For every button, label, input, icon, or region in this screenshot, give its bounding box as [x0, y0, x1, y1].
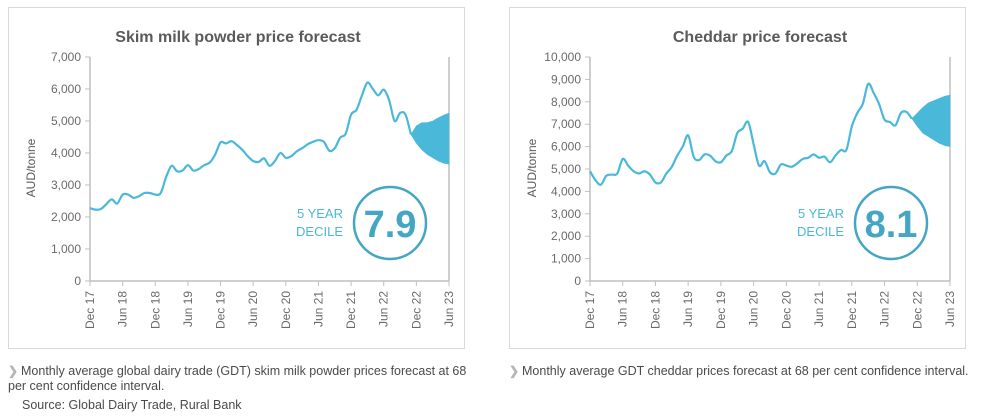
decile-value: 7.9 — [364, 204, 417, 246]
x-tick-label: Jun 19 — [681, 291, 695, 327]
chevron-right-icon: ❯ — [8, 364, 19, 378]
y-tick-label: 4,000 — [51, 146, 81, 160]
decile-circle — [853, 185, 929, 261]
decile-label-line1: 5 YEAR — [798, 206, 844, 221]
y-axis-ticks: 0 1,000 2,000 3,000 4,000 5,000 6,000 7,000 — [51, 50, 90, 288]
chevron-right-icon: ❯ — [509, 364, 520, 378]
x-tick-label: Dec 17 — [83, 291, 97, 329]
forecast-band-layer — [911, 94, 951, 147]
skim-milk-chart-panel: Skim milk powder price forecast AUD/tonn… — [8, 7, 465, 349]
x-tick-label: Dec 19 — [214, 291, 228, 329]
x-tick-label: Jun 22 — [878, 291, 892, 327]
decile-label-line2: DECILE — [797, 224, 844, 239]
y-tick-label: 5,000 — [551, 162, 581, 176]
cheddar-chart: Cheddar price forecast AUD/tonne 0 1,000 2… — [525, 29, 957, 329]
y-tick-label: 7,000 — [551, 117, 581, 131]
y-tick-label: 1,000 — [551, 252, 581, 266]
x-tick-label: Dec 18 — [148, 291, 162, 329]
x-tick-label: Jun 21 — [311, 291, 325, 327]
y-tick-label: 5,000 — [51, 114, 81, 128]
y-tick-label: 4,000 — [551, 184, 581, 198]
x-tick-label: Jun 19 — [181, 291, 195, 327]
decile-value: 8.1 — [865, 204, 918, 246]
price-line-layer — [589, 82, 913, 186]
x-tick-label: Dec 19 — [714, 291, 728, 329]
x-tick-label: Dec 18 — [648, 291, 662, 329]
price-line — [89, 81, 412, 211]
x-tick-label: Jun 18 — [116, 291, 130, 327]
y-tick-label: 1,000 — [51, 242, 81, 256]
cheddar-chart-panel: Cheddar price forecast AUD/tonne 0 1,000 2… — [509, 7, 966, 349]
y-tick-label: 3,000 — [551, 207, 581, 221]
y-tick-label: 10,000 — [544, 50, 581, 64]
y-axis-ticks: 0 1,000 2,000 3,000 4,000 5,000 6,000 7,000 8,00… — [544, 50, 590, 288]
x-tick-label: Jun 20 — [747, 291, 761, 327]
decile-circle — [352, 185, 428, 261]
x-tick-label: Jun 23 — [442, 291, 456, 327]
y-tick-label: 6,000 — [551, 140, 581, 154]
y-tick-label: 9,000 — [551, 72, 581, 86]
y-tick-label: 7,000 — [51, 50, 81, 64]
x-axis-ticks: Dec 17 Jun 18 Dec 18 Jun 19 Dec 19 Jun 20 Dec … — [83, 281, 456, 329]
x-tick-label: Dec 22 — [910, 291, 924, 329]
x-tick-label: Jun 21 — [812, 291, 826, 327]
axes — [89, 57, 450, 282]
skim-milk-caption: ❯ Monthly average global dairy trade (GDT… — [8, 364, 478, 413]
x-tick-label: Dec 21 — [344, 291, 358, 329]
decile-badge: 5 YEAR DECILE 8.1 — [797, 185, 929, 261]
decile-badge: 5 YEAR DECILE 7.9 — [296, 185, 428, 261]
source-note: Source: Global Dairy Trade, Rural Bank — [22, 398, 242, 412]
x-tick-label: Jun 20 — [246, 291, 260, 327]
forecast-band — [410, 112, 450, 165]
decile-label-line2: DECILE — [296, 224, 343, 239]
y-tick-label: 0 — [74, 274, 81, 288]
price-line — [589, 82, 913, 186]
y-tick-label: 2,000 — [551, 229, 581, 243]
chart-title: Cheddar price forecast — [673, 29, 848, 46]
forecast-band — [911, 94, 951, 147]
caption-text: Monthly average global dairy trade (GDT)… — [8, 364, 467, 393]
x-tick-label: Jun 23 — [943, 291, 957, 327]
chart-title: Skim milk powder price forecast — [115, 29, 361, 46]
decile-label-line1: 5 YEAR — [297, 206, 343, 221]
y-tick-label: 3,000 — [51, 178, 81, 192]
axes — [589, 57, 951, 282]
caption-text: Monthly average GDT cheddar prices forec… — [522, 364, 969, 378]
price-line-layer — [89, 81, 412, 211]
y-axis-label: AUD/tonne — [525, 138, 539, 197]
x-tick-label: Dec 22 — [409, 291, 423, 329]
skim-milk-chart: Skim milk powder price forecast AUD/tonn… — [24, 29, 456, 329]
x-tick-label: Dec 17 — [583, 291, 597, 329]
y-tick-label: 0 — [574, 274, 581, 288]
x-tick-label: Dec 21 — [845, 291, 859, 329]
x-tick-label: Dec 20 — [779, 291, 793, 329]
x-axis-ticks: Dec 17 Jun 18 Dec 18 Jun 19 Dec 19 Jun 20 Dec … — [583, 281, 957, 329]
x-tick-label: Jun 18 — [616, 291, 630, 327]
forecast-band-layer — [410, 112, 450, 165]
y-axis-label: AUD/tonne — [24, 138, 38, 197]
y-tick-label: 2,000 — [51, 210, 81, 224]
y-tick-label: 8,000 — [551, 95, 581, 109]
cheddar-caption: ❯ Monthly average GDT cheddar prices fore… — [509, 364, 999, 379]
y-tick-label: 6,000 — [51, 82, 81, 96]
x-tick-label: Jun 22 — [377, 291, 391, 327]
x-tick-label: Dec 20 — [279, 291, 293, 329]
